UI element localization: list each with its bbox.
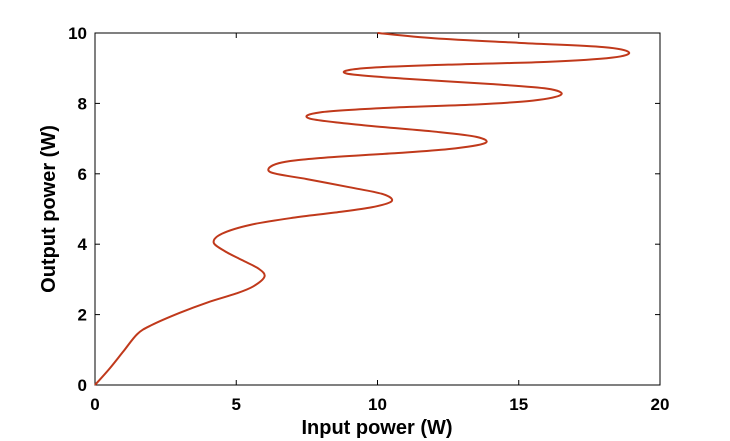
y-tick-label: 10 [68, 24, 87, 43]
series-line [94, 32, 631, 386]
y-tick-label: 4 [78, 235, 88, 254]
y-tick-label: 6 [78, 165, 87, 184]
y-axis-label: Output power (W) [38, 125, 60, 293]
y-tick-label: 0 [78, 376, 87, 395]
y-axis-ticks: 0 2 4 6 8 10 [68, 24, 660, 395]
plot-area [94, 32, 661, 386]
x-tick-label: 15 [509, 395, 528, 414]
x-axis-label: Input power (W) [301, 417, 452, 439]
x-tick-label: 5 [232, 395, 241, 414]
x-tick-label: 10 [368, 395, 387, 414]
y-tick-label: 2 [78, 306, 87, 325]
x-tick-label: 0 [90, 395, 99, 414]
x-tick-label: 20 [651, 395, 670, 414]
x-axis-ticks: 0 5 10 15 20 [90, 33, 669, 414]
y-tick-label: 8 [78, 94, 87, 113]
